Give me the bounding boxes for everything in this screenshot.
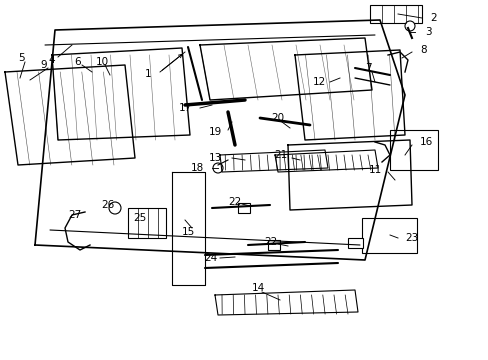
Text: 18: 18 xyxy=(190,163,203,173)
Text: 27: 27 xyxy=(68,210,81,220)
Text: 19: 19 xyxy=(208,127,222,137)
Text: 17: 17 xyxy=(179,103,192,113)
Text: 23: 23 xyxy=(404,233,417,243)
Text: 14: 14 xyxy=(251,283,264,293)
Text: 22: 22 xyxy=(264,237,278,247)
Text: 3: 3 xyxy=(424,27,431,37)
Text: 15: 15 xyxy=(181,227,194,237)
Bar xyxy=(238,203,249,213)
Bar xyxy=(128,208,165,238)
Text: 8: 8 xyxy=(419,45,426,55)
Text: 2: 2 xyxy=(429,13,436,23)
Circle shape xyxy=(109,202,121,214)
Text: 22: 22 xyxy=(228,197,242,207)
Text: 12: 12 xyxy=(312,77,325,87)
Text: 7: 7 xyxy=(364,63,370,73)
Text: 20: 20 xyxy=(271,113,284,123)
Bar xyxy=(267,240,280,250)
Text: 16: 16 xyxy=(419,137,432,147)
Text: 21: 21 xyxy=(274,150,287,160)
Text: 25: 25 xyxy=(133,213,146,223)
Text: 13: 13 xyxy=(208,153,222,163)
Text: 1: 1 xyxy=(144,69,151,79)
Text: 4: 4 xyxy=(49,55,55,65)
Bar xyxy=(361,218,416,253)
Bar xyxy=(347,238,362,248)
Circle shape xyxy=(404,21,414,31)
Text: 11: 11 xyxy=(368,165,381,175)
Circle shape xyxy=(213,163,223,173)
Bar xyxy=(389,130,437,170)
Bar xyxy=(369,5,421,23)
Text: 10: 10 xyxy=(95,57,108,67)
Text: 5: 5 xyxy=(19,53,25,63)
Text: 24: 24 xyxy=(204,253,218,263)
Text: 6: 6 xyxy=(75,57,81,67)
Text: 26: 26 xyxy=(101,200,114,210)
Text: 9: 9 xyxy=(41,60,47,70)
